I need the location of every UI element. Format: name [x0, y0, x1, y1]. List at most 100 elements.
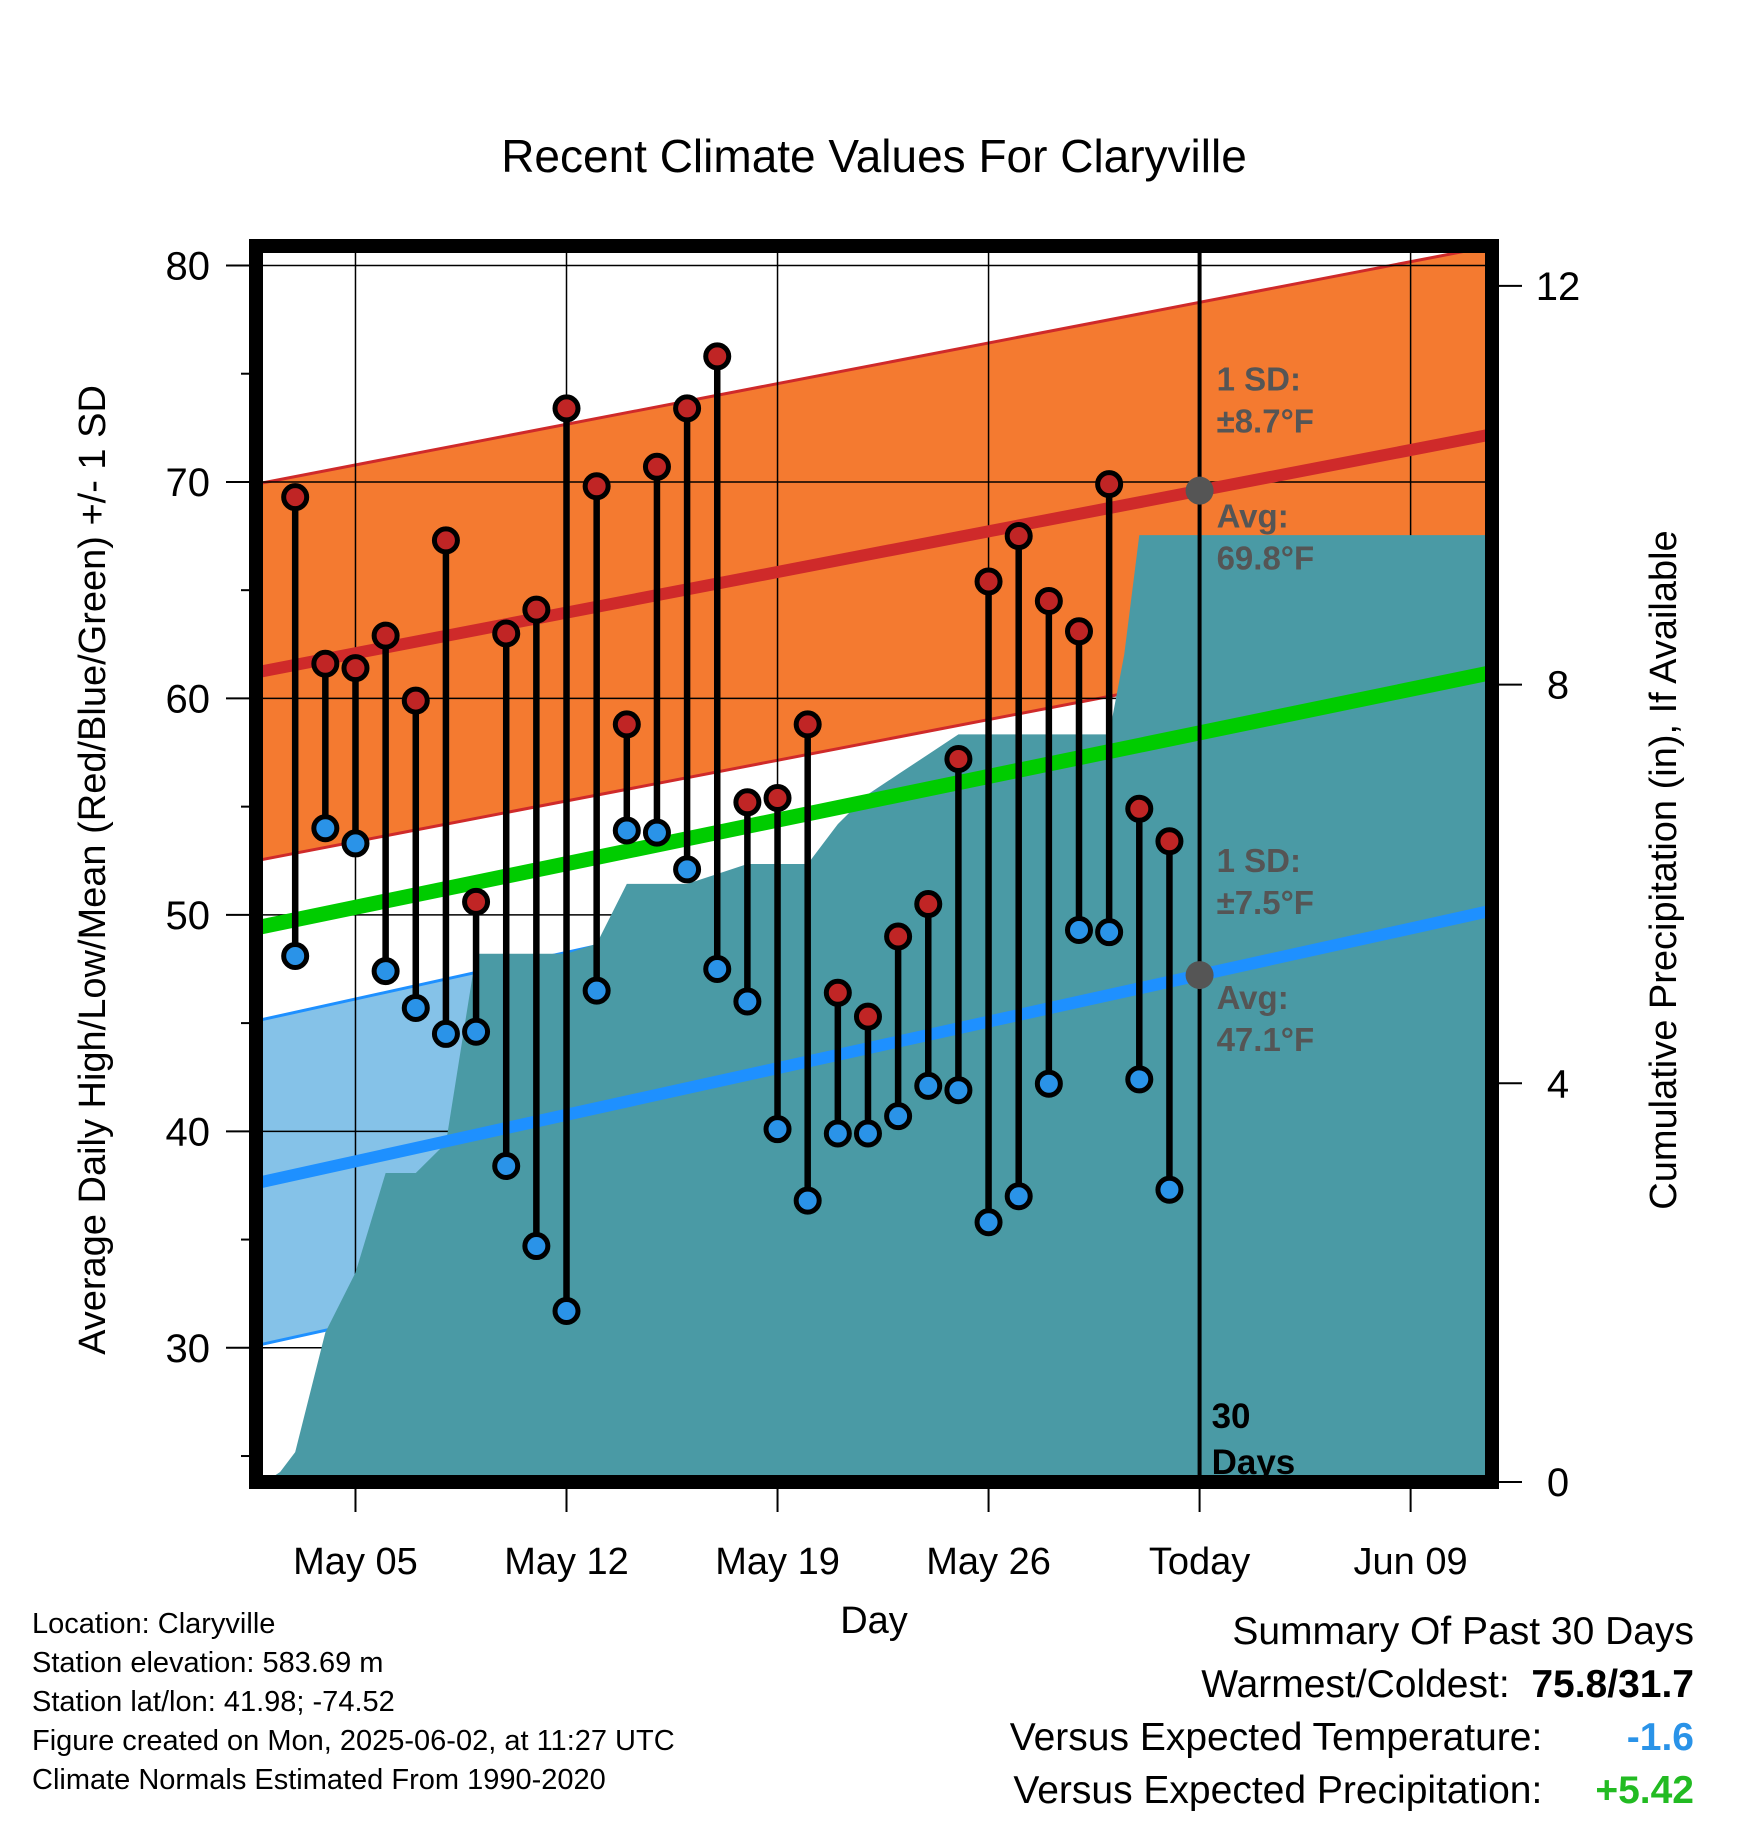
created-text: Figure created on Mon, 2025-06-02, at 11…	[32, 1725, 675, 1757]
daily-low-point	[371, 957, 400, 986]
y2-tick-label: 8	[1547, 664, 1569, 708]
daily-high-point	[281, 483, 310, 512]
x-axis-label: Day	[840, 1600, 908, 1642]
daily-low-point	[793, 1186, 822, 1215]
y2-tick-label: 0	[1547, 1461, 1569, 1505]
daily-low-point	[1095, 918, 1124, 947]
daily-high-point	[552, 394, 581, 423]
daily-high-point	[914, 890, 943, 919]
temp-vs-expected-value: -1.6	[1626, 1716, 1694, 1759]
today-high-avg-marker	[1185, 476, 1214, 505]
y-tick-label: 60	[166, 677, 211, 721]
daily-high-point	[1095, 470, 1124, 499]
x-tick-label: Jun 09	[1354, 1541, 1468, 1583]
y-tick-label: 40	[166, 1110, 211, 1154]
daily-high-point	[703, 342, 732, 371]
daily-high-point	[673, 394, 702, 423]
daily-high-point	[853, 1002, 882, 1031]
daily-high-point	[401, 686, 430, 715]
daily-high-point	[1004, 522, 1033, 551]
y2-tick-label: 12	[1536, 265, 1581, 309]
daily-high-point	[462, 887, 491, 916]
daily-high-point	[371, 621, 400, 650]
x-tick-label: Today	[1149, 1541, 1250, 1583]
y-tick-label: 70	[166, 461, 211, 505]
daily-low-point	[1125, 1065, 1154, 1094]
high-sd-label: 1 SD:	[1217, 361, 1301, 398]
warm-cold-label: Warmest/Coldest:	[1201, 1663, 1510, 1706]
daily-low-point	[823, 1119, 852, 1148]
daily-low-point	[944, 1076, 973, 1105]
high-avg-value: 69.8°F	[1217, 540, 1315, 577]
daily-high-point	[884, 922, 913, 951]
daily-low-point	[1064, 916, 1093, 945]
daily-high-point	[492, 619, 521, 648]
elevation-text: Station elevation: 583.69 m	[32, 1647, 384, 1679]
daily-high-point	[311, 649, 340, 678]
precip-vs-expected-value: +5.42	[1595, 1769, 1694, 1812]
plot-content	[256, 246, 1492, 1482]
daily-high-point	[1155, 827, 1184, 856]
summary-title: Summary Of Past 30 Days	[1232, 1610, 1694, 1653]
summary-temp-row: Versus Expected Temperature: -1.6	[1010, 1711, 1694, 1764]
latlon-text: Station lat/lon: 41.98; -74.52	[32, 1686, 395, 1718]
high-avg-label: Avg:	[1217, 498, 1289, 535]
y-tick-label: 30	[166, 1327, 211, 1371]
daily-low-point	[853, 1119, 882, 1148]
daily-low-point	[763, 1115, 792, 1144]
days-number-label: 30	[1212, 1397, 1251, 1436]
daily-low-point	[431, 1019, 460, 1048]
x-tick-label: May 19	[715, 1541, 840, 1583]
location-text: Location: Claryville	[32, 1608, 276, 1640]
y2-tick-label: 4	[1547, 1062, 1569, 1106]
summary-warm-cold-row: Warmest/Coldest: 75.8/31.7	[1010, 1658, 1694, 1711]
daily-low-point	[612, 816, 641, 845]
daily-low-point	[703, 954, 732, 983]
station-info: Location: Claryville Station elevation: …	[32, 1605, 675, 1800]
daily-low-point	[552, 1296, 581, 1325]
daily-high-point	[1034, 586, 1063, 615]
daily-high-point	[341, 654, 370, 683]
high-sd-value: ±8.7°F	[1217, 403, 1314, 440]
precip-vs-expected-label: Versus Expected Precipitation:	[1013, 1769, 1543, 1812]
plot-frame	[249, 239, 1499, 1489]
normal-high-line	[256, 428, 1492, 679]
plot-area: 1 SD: ±8.7°F Avg: 69.8°F 1 SD: ±7.5°F Avg: 47.1…	[166, 239, 1581, 1583]
summary-precip-row: Versus Expected Precipitation: +5.42	[1010, 1764, 1694, 1817]
normal-mean-line	[256, 665, 1492, 936]
summary-panel: Summary Of Past 30 Days Warmest/Coldest:…	[1010, 1605, 1694, 1817]
low-avg-label: Avg:	[1217, 979, 1289, 1016]
daily-low-point	[462, 1017, 491, 1046]
daily-low-point	[311, 814, 340, 843]
daily-high-point	[763, 783, 792, 812]
daily-high-point	[642, 452, 671, 481]
daily-low-point	[1034, 1069, 1063, 1098]
y-axis-label: Average Daily High/Low/Mean (Red/Blue/Gr…	[72, 385, 114, 1355]
daily-low-point	[582, 976, 611, 1005]
daily-high-point	[431, 526, 460, 555]
daily-low-point	[974, 1208, 1003, 1237]
chart-title: Recent Climate Values For Claryville	[501, 130, 1247, 182]
daily-low-point	[522, 1232, 551, 1261]
x-tick-label: May 05	[293, 1541, 418, 1583]
today-low-avg-marker	[1185, 961, 1214, 990]
x-tick-label: May 26	[926, 1541, 1051, 1583]
daily-low-point	[492, 1151, 521, 1180]
daily-low-point	[642, 818, 671, 847]
daily-low-point	[914, 1071, 943, 1100]
low-sd-value: ±7.5°F	[1217, 884, 1314, 921]
daily-high-point	[1064, 617, 1093, 646]
daily-high-point	[823, 978, 852, 1007]
normal-low-line	[256, 904, 1492, 1190]
daily-low-point	[733, 987, 762, 1016]
daily-high-point	[944, 745, 973, 774]
low-sd-label: 1 SD:	[1217, 842, 1301, 879]
daily-low-point	[341, 829, 370, 858]
daily-high-point	[612, 710, 641, 739]
daily-high-point	[793, 710, 822, 739]
temp-vs-expected-label: Versus Expected Temperature:	[1009, 1716, 1543, 1759]
daily-low-point	[1004, 1182, 1033, 1211]
daily-high-point	[733, 788, 762, 817]
y-tick-label: 80	[166, 244, 211, 288]
